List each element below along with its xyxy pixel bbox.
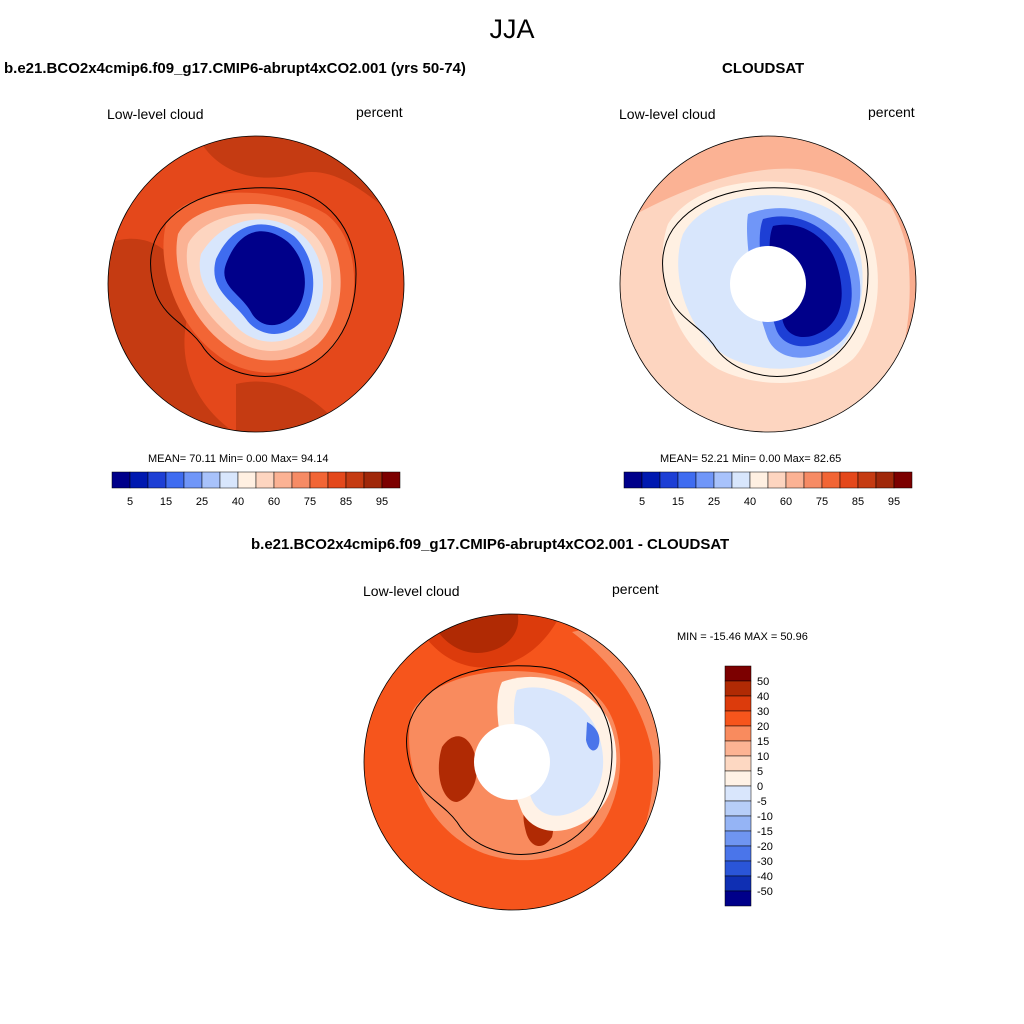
colorbar-tick-label: -5 [757, 796, 767, 808]
colorbar-tick-label: 5 [639, 496, 645, 508]
colorbar-swatch [724, 890, 752, 907]
colorbar-tick-label: 25 [196, 496, 208, 508]
colorbar-tick-label: -20 [757, 841, 773, 853]
colorbar-tick-label: 10 [757, 751, 769, 763]
colorbar-swatch [345, 471, 365, 489]
colorbar-tick-label: 95 [376, 496, 388, 508]
colorbar-swatch [713, 471, 733, 489]
colorbar-swatch [724, 800, 752, 817]
colorbar-swatch [724, 770, 752, 787]
colorbar-swatch [724, 875, 752, 892]
colorbar-tick-label: 15 [672, 496, 684, 508]
colorbar-tick-label: 85 [340, 496, 352, 508]
colorbar-tick-label: 95 [888, 496, 900, 508]
colorbar-swatch [165, 471, 185, 489]
colorbar-tick-label: 25 [708, 496, 720, 508]
colorbar-swatch [327, 471, 347, 489]
colorbar-swatch [857, 471, 877, 489]
colorbar-swatch [724, 665, 752, 682]
colorbar-swatch [273, 471, 293, 489]
colorbar-tick-label: 30 [757, 706, 769, 718]
colorbar-tick-label: 40 [744, 496, 756, 508]
colorbar-tick-label: -10 [757, 811, 773, 823]
figure-title: JJA [489, 14, 535, 44]
colorbar-tick-label: 5 [127, 496, 133, 508]
diff-units-label: percent [612, 581, 659, 597]
colorbar-swatch [724, 755, 752, 772]
diff-polar-map [363, 613, 661, 911]
colorbar-tick-label: 20 [757, 721, 769, 733]
obs-variable-label: Low-level cloud [619, 106, 716, 122]
colorbar-swatch [724, 785, 752, 802]
colorbar-swatch [381, 471, 401, 489]
colorbar-swatch [724, 845, 752, 862]
obs-panel-title: CLOUDSAT [722, 60, 805, 77]
colorbar-swatch [201, 471, 221, 489]
colorbar-swatch [659, 471, 679, 489]
colorbar-swatch [363, 471, 383, 489]
colorbar-swatch [767, 471, 787, 489]
colorbar-swatch [724, 710, 752, 727]
colorbar-swatch [803, 471, 823, 489]
diff-variable-label: Low-level cloud [363, 583, 460, 599]
colorbar-swatch [695, 471, 715, 489]
colorbar-swatch [237, 471, 257, 489]
colorbar-tick-label: 15 [160, 496, 172, 508]
colorbar-swatch [724, 695, 752, 712]
colorbar-tick-label: 60 [268, 496, 280, 508]
colorbar-swatch [724, 680, 752, 697]
colorbar-tick-label: 75 [816, 496, 828, 508]
colorbar-swatch [875, 471, 895, 489]
model-variable-label: Low-level cloud [107, 106, 204, 122]
colorbar-tick-label: -15 [757, 826, 773, 838]
colorbar-swatch [731, 471, 751, 489]
colorbar-swatch [724, 740, 752, 757]
colorbar-swatch [839, 471, 859, 489]
obs-stats: MEAN= 52.21 Min= 0.00 Max= 82.65 [660, 453, 842, 465]
colorbar-swatch [219, 471, 239, 489]
colorbar-swatch [724, 725, 752, 742]
colorbar-tick-label: -30 [757, 856, 773, 868]
model-units-label: percent [356, 104, 403, 120]
model-colorbar: 5 15 25 40 60 75 85 95 [111, 471, 401, 508]
colorbar-swatch [641, 471, 661, 489]
colorbar-swatch [309, 471, 329, 489]
colorbar-swatch [255, 471, 275, 489]
colorbar-swatch [183, 471, 203, 489]
colorbar-tick-label: 15 [757, 736, 769, 748]
colorbar-tick-label: -40 [757, 871, 773, 883]
colorbar-swatch [724, 830, 752, 847]
colorbar-swatch [147, 471, 167, 489]
colorbar-swatch [677, 471, 697, 489]
colorbar-swatch [724, 815, 752, 832]
model-stats: MEAN= 70.11 Min= 0.00 Max= 94.14 [148, 453, 329, 465]
colorbar-swatch [749, 471, 769, 489]
colorbar-tick-label: 40 [232, 496, 244, 508]
colorbar-tick-label: 75 [304, 496, 316, 508]
colorbar-swatch [129, 471, 149, 489]
diff-panel-title: b.e21.BCO2x4cmip6.f09_g17.CMIP6-abrupt4x… [251, 536, 730, 553]
colorbar-tick-label: 60 [780, 496, 792, 508]
colorbar-swatch [623, 471, 643, 489]
colorbar-swatch [785, 471, 805, 489]
obs-colorbar: 5 15 25 40 60 75 85 95 [623, 471, 913, 508]
colorbar-tick-label: 0 [757, 781, 763, 793]
colorbar-swatch [893, 471, 913, 489]
colorbar-tick-label: 50 [757, 676, 769, 688]
colorbar-tick-label: -50 [757, 886, 773, 898]
colorbar-tick-label: 85 [852, 496, 864, 508]
colorbar-tick-label: 40 [757, 691, 769, 703]
model-polar-map [107, 135, 405, 433]
colorbar-swatch [111, 471, 131, 489]
diff-stats: MIN = -15.46 MAX = 50.96 [677, 631, 808, 643]
model-panel-title: b.e21.BCO2x4cmip6.f09_g17.CMIP6-abrupt4x… [4, 60, 466, 77]
colorbar-swatch [821, 471, 841, 489]
colorbar-swatch [724, 860, 752, 877]
colorbar-swatch [291, 471, 311, 489]
obs-units-label: percent [868, 104, 915, 120]
colorbar-tick-label: 5 [757, 766, 763, 778]
obs-polar-map [619, 135, 917, 433]
